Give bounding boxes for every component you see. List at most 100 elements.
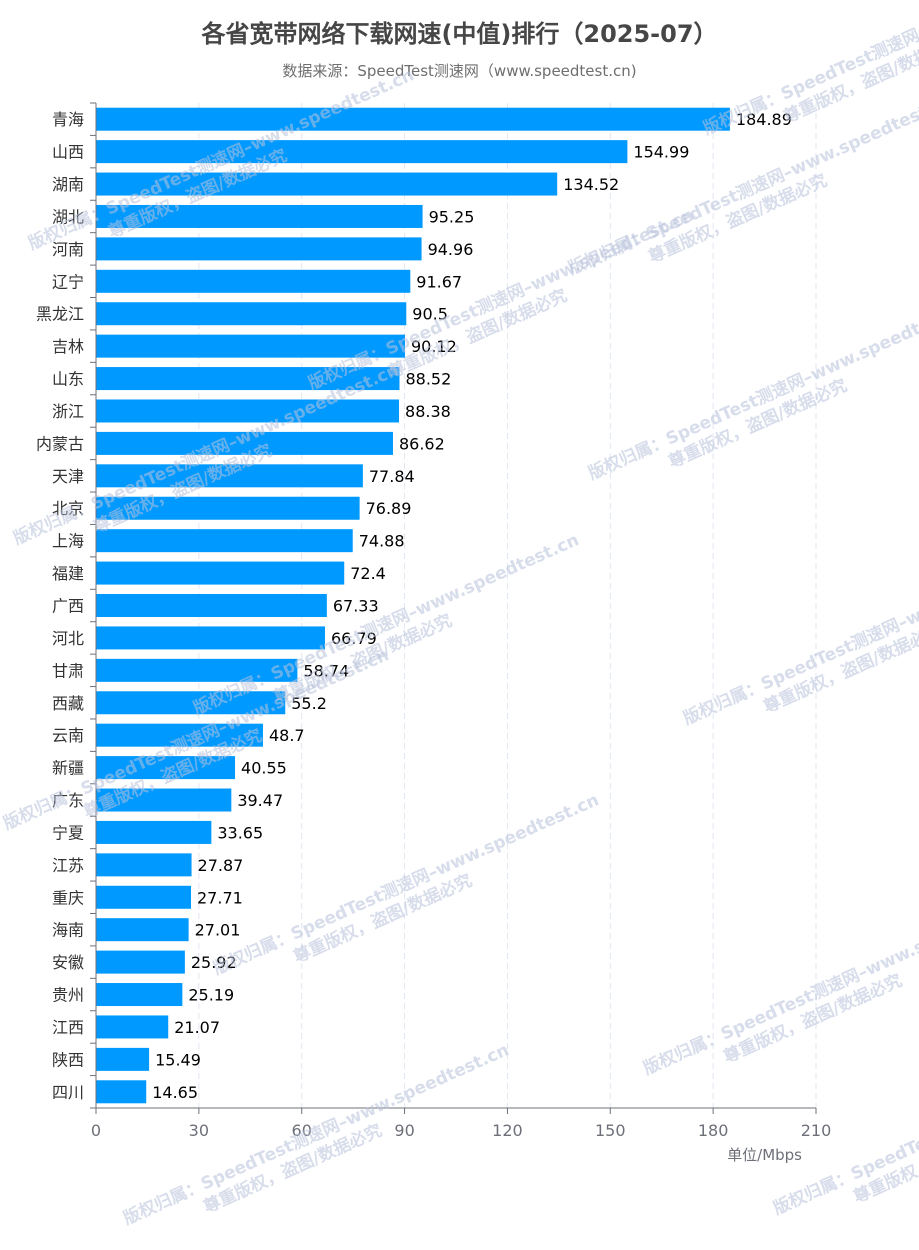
category-label: 安徽 [52,953,84,972]
x-tick-label: 120 [492,1121,523,1140]
bar [96,140,628,164]
category-label: 四川 [52,1083,84,1102]
bar [96,950,185,974]
bar-value-label: 88.38 [405,402,451,421]
bar [96,367,400,391]
bar-value-label: 40.55 [241,759,287,778]
x-tick-label: 90 [394,1121,414,1140]
bar-value-label: 33.65 [217,823,263,842]
bar [96,788,232,812]
category-label: 山东 [52,370,84,389]
category-label: 广东 [52,791,84,810]
bar [96,626,325,650]
bar-value-label: 25.19 [188,986,234,1005]
bar-value-label: 66.79 [331,629,377,648]
bar-value-label: 154.99 [633,143,689,162]
bar [96,237,422,261]
bar [96,431,393,455]
x-tick-label: 210 [801,1121,832,1140]
bar-value-label: 27.01 [195,921,241,940]
bar [96,594,327,617]
category-label: 甘肃 [52,661,84,680]
x-tick-label: 0 [91,1121,101,1140]
bar-value-label: 48.7 [269,726,305,745]
bar [96,107,730,131]
bar [96,983,183,1007]
bar-value-label: 134.52 [563,175,619,194]
category-label: 河南 [52,240,84,259]
bar-value-label: 86.62 [399,434,445,453]
category-label: 西藏 [52,694,84,713]
bar-value-label: 55.2 [291,694,327,713]
bar-value-label: 77.84 [369,467,415,486]
chart-title: 各省宽带网络下载网速(中值)排行（2025-07） [201,20,718,48]
bar-value-label: 88.52 [405,370,451,389]
category-label: 贵州 [52,986,84,1005]
bar [96,529,353,553]
bar [96,1015,169,1039]
category-label: 辽宁 [52,272,84,291]
bar-value-label: 91.67 [416,272,462,291]
category-label: 湖北 [52,207,84,226]
bar [96,1080,147,1104]
x-tick-label: 180 [698,1121,729,1140]
bar-value-label: 74.88 [359,532,405,551]
bar [96,172,558,196]
bar [96,334,405,358]
category-label: 福建 [52,564,84,583]
bar [96,1047,150,1071]
category-label: 重庆 [52,888,84,907]
category-label: 宁夏 [52,823,84,842]
bar [96,691,286,715]
bar [96,496,360,520]
bar-value-label: 15.49 [155,1050,201,1069]
chart-subtitle: 数据来源：SpeedTest测速网（www.speedtest.cn) [282,62,637,80]
category-label: 山西 [52,143,84,162]
category-label: 新疆 [52,759,84,778]
bar-value-label: 25.92 [191,953,237,972]
bar [96,918,189,942]
bar-value-label: 184.89 [736,110,792,129]
x-tick-label: 60 [292,1121,312,1140]
bar-value-label: 67.33 [333,597,379,616]
category-label: 青海 [52,110,84,129]
bar-value-label: 27.71 [197,888,243,907]
bar [96,464,363,488]
bar [96,269,411,293]
category-label: 江苏 [52,856,84,875]
category-label: 陕西 [52,1050,84,1069]
bar-value-label: 21.07 [174,1018,220,1037]
category-label: 江西 [52,1018,84,1037]
category-label: 河北 [52,629,84,648]
bar [96,885,192,909]
category-label: 浙江 [52,402,84,421]
category-label: 吉林 [52,337,84,356]
bar [96,853,192,877]
bar [96,204,423,228]
category-label: 天津 [52,467,84,486]
bar-value-label: 90.5 [412,305,448,324]
category-label: 北京 [52,499,84,518]
bar-value-label: 14.65 [152,1083,198,1102]
bar [96,820,212,844]
category-label: 内蒙古 [36,434,84,453]
category-label: 黑龙江 [36,305,84,324]
category-label: 上海 [52,532,84,551]
x-tick-label: 30 [189,1121,209,1140]
x-axis-label: 单位/Mbps [727,1146,802,1164]
bar-value-label: 94.96 [428,240,474,259]
category-label: 海南 [52,921,84,940]
x-tick-label: 150 [595,1121,626,1140]
bar-value-label: 72.4 [350,564,386,583]
bar [96,399,400,423]
bar-value-label: 27.87 [198,856,244,875]
bar-value-label: 95.25 [429,207,475,226]
bar [96,723,263,747]
bar [96,302,407,326]
bar-value-label: 58.74 [303,661,349,680]
category-label: 湖南 [52,175,84,194]
category-label: 广西 [52,597,84,616]
bar-value-label: 76.89 [366,499,412,518]
bar [96,756,236,780]
